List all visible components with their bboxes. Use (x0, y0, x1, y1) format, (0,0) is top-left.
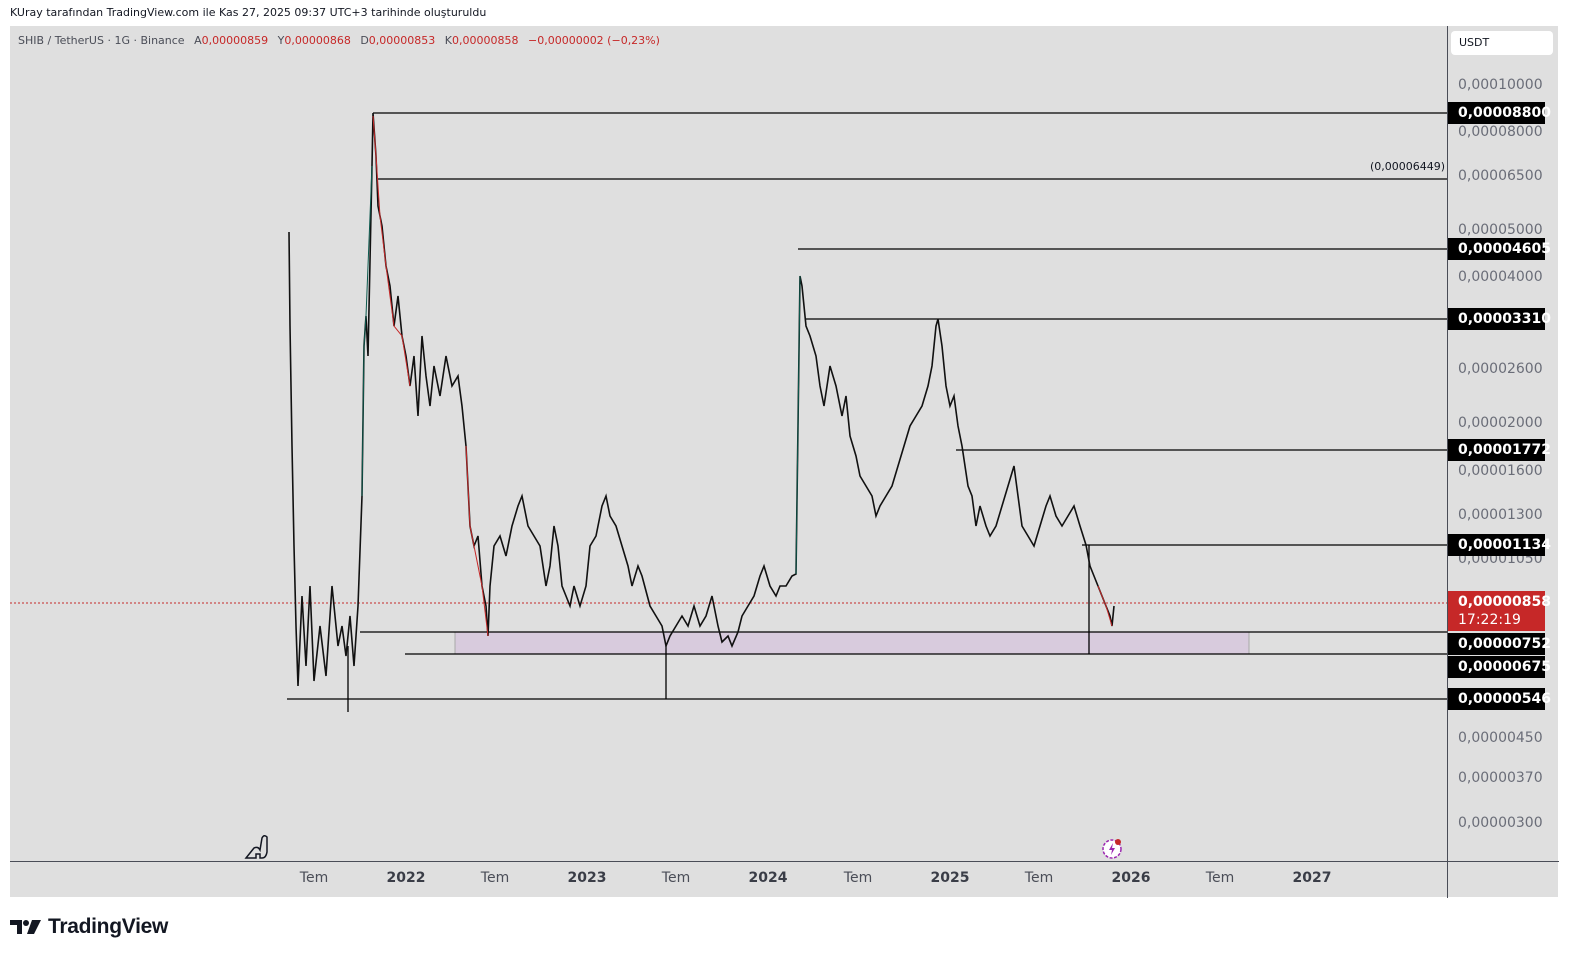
level-annotation: (0,00006449) (1370, 160, 1446, 173)
price-tick: 0,00010000 (1458, 77, 1543, 93)
time-label: Tem (1205, 870, 1235, 886)
price-tick: 0,00006500 (1458, 168, 1543, 184)
price-tick: 0,00001600 (1458, 463, 1543, 479)
tradingview-logo[interactable]: TradingView (10, 915, 168, 939)
time-label-year: 2025 (930, 870, 970, 886)
time-label: Tem (299, 870, 329, 886)
level-tag: 0,00003310 (1448, 308, 1551, 330)
candle-color-overlay (361, 115, 1113, 637)
change-value: −0,00000002 (−0,23%) (527, 34, 660, 47)
credit-line: KUray tarafından TradingView.com ile Kas… (10, 6, 487, 19)
chart-plot-area[interactable]: SHIB / TetherUS · 1G · Binance A0,000008… (10, 26, 1447, 861)
current-price-tag: 0,00000858 17:22:19 (1448, 591, 1551, 631)
level-tag: 0,00000675 (1448, 656, 1551, 678)
price-tick: 0,00004000 (1458, 269, 1543, 285)
price-tick: 0,00002000 (1458, 415, 1543, 431)
time-label: Tem (480, 870, 510, 886)
brand-name: TradingView (48, 915, 169, 938)
level-tag: 0,00008800 (1448, 102, 1551, 124)
time-axis[interactable] (10, 861, 1447, 898)
time-label-year: 2027 (1292, 870, 1332, 886)
close-value: 0,00000858 (452, 34, 519, 47)
price-series (288, 112, 1115, 687)
level-tag: 0,00000546 (1448, 688, 1551, 710)
current-price-value: 0,00000858 (1458, 594, 1551, 610)
currency-selector[interactable]: USDT (1451, 31, 1553, 55)
time-label: Tem (661, 870, 691, 886)
open-value: 0,00000859 (201, 34, 269, 47)
price-tick: 0,00002600 (1458, 361, 1543, 377)
level-tag: 0,00001772 (1448, 439, 1551, 461)
high-value: 0,00000868 (284, 34, 351, 47)
time-label-year: 2022 (386, 870, 426, 886)
axis-corner (1447, 861, 1559, 898)
tradingview-logo-icon (10, 920, 41, 934)
level-tag: 0,00001134 (1448, 534, 1551, 556)
support-zone (454, 631, 1250, 655)
symbol-legend: SHIB / TetherUS · 1G · Binance A0,000008… (18, 34, 660, 47)
chart-frame: SHIB / TetherUS · 1G · Binance A0,000008… (10, 26, 1559, 898)
level-tag: 0,00000752 (1448, 633, 1551, 655)
price-tick: 0,00008000 (1458, 124, 1543, 140)
time-label: Tem (843, 870, 873, 886)
horizontal-levels (287, 112, 1447, 712)
time-label-year: 2023 (567, 870, 607, 886)
level-tag: 0,00004605 (1448, 238, 1551, 260)
price-tick: 0,00001300 (1458, 507, 1543, 523)
lightning-event-icon (1102, 839, 1122, 859)
price-chart-svg (10, 112, 1447, 859)
price-tick: 0,00000300 (1458, 815, 1543, 831)
price-tick: 0,00000370 (1458, 770, 1543, 786)
time-label-year: 2024 (748, 870, 788, 886)
dinosaur-icon (244, 834, 268, 859)
price-tick: 0,00005000 (1458, 222, 1543, 238)
time-label: Tem (1024, 870, 1054, 886)
bar-countdown: 17:22:19 (1458, 612, 1521, 628)
symbol-label: SHIB / TetherUS · 1G · Binance (18, 34, 185, 47)
price-tick: 0,00000450 (1458, 730, 1543, 746)
low-value: 0,00000853 (368, 34, 436, 47)
price-axis[interactable] (1447, 26, 1559, 861)
time-label-year: 2026 (1111, 870, 1151, 886)
